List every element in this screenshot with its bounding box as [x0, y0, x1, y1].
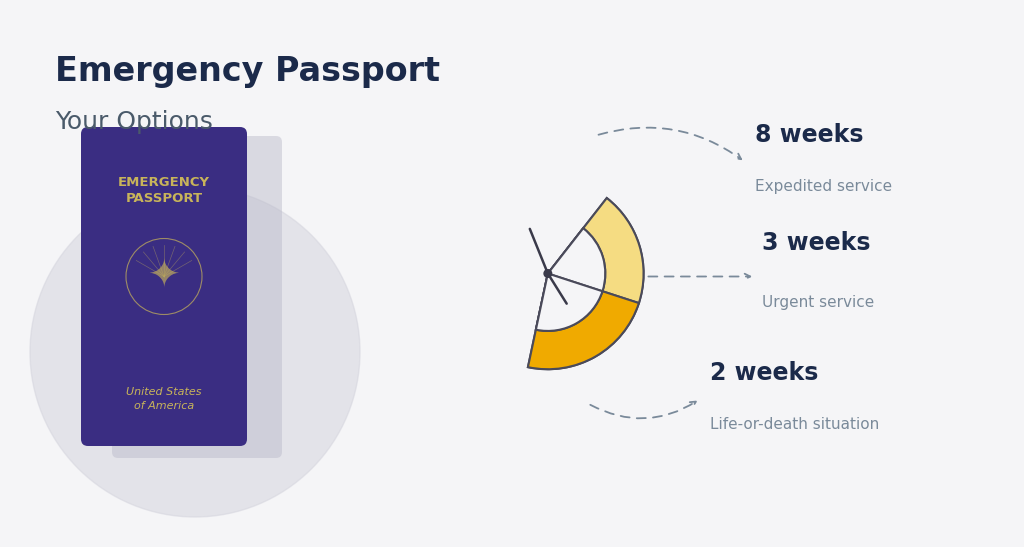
Text: United States
of America: United States of America [126, 387, 202, 411]
Text: EMERGENCY
PASSPORT: EMERGENCY PASSPORT [118, 176, 210, 205]
Text: 8 weeks: 8 weeks [755, 123, 863, 147]
Wedge shape [528, 198, 643, 369]
Text: Expedited service: Expedited service [755, 179, 892, 194]
Wedge shape [548, 228, 605, 291]
FancyBboxPatch shape [81, 127, 247, 446]
Text: ✦: ✦ [147, 258, 180, 295]
Text: Life-or-death situation: Life-or-death situation [710, 417, 880, 432]
Wedge shape [536, 274, 602, 331]
Text: Your Options: Your Options [55, 110, 213, 134]
Circle shape [30, 187, 360, 517]
Wedge shape [528, 274, 639, 369]
Text: Urgent service: Urgent service [762, 295, 874, 311]
FancyBboxPatch shape [112, 136, 282, 458]
Text: 3 weeks: 3 weeks [762, 231, 870, 255]
Circle shape [544, 269, 552, 278]
Text: 2 weeks: 2 weeks [710, 361, 818, 385]
Wedge shape [536, 228, 605, 331]
Wedge shape [548, 198, 643, 303]
Text: Emergency Passport: Emergency Passport [55, 55, 440, 88]
